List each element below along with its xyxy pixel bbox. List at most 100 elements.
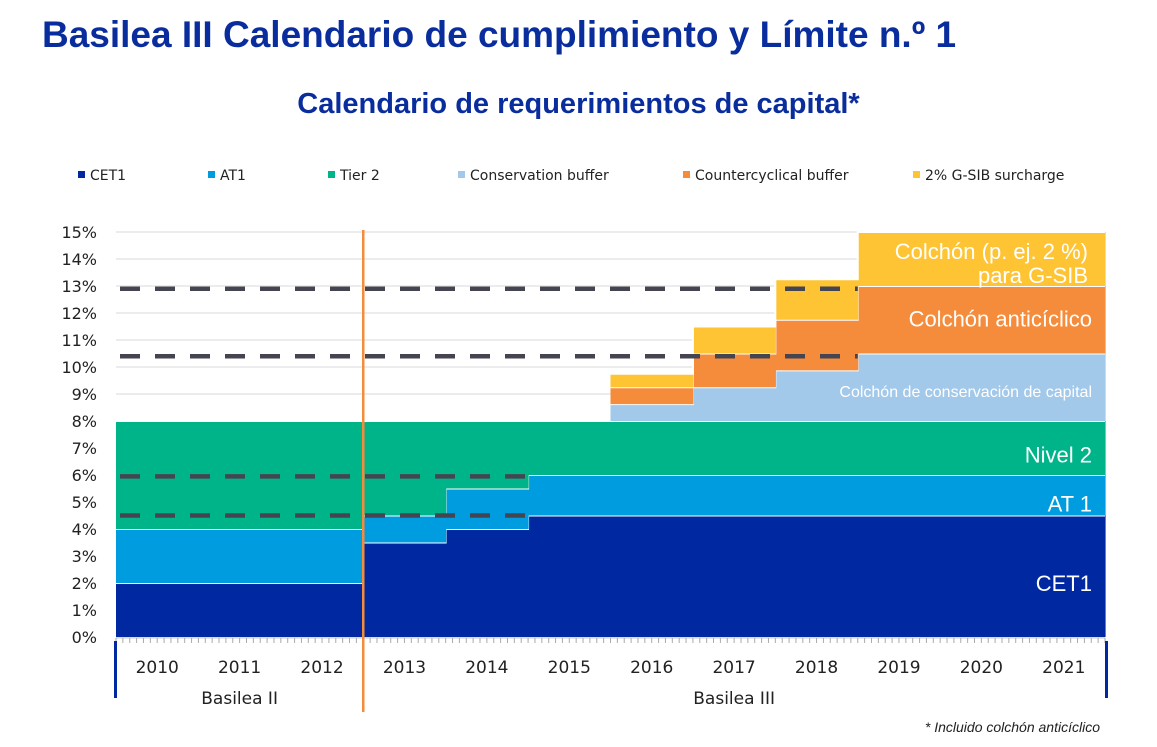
x-tick-label: 2013: [383, 658, 426, 678]
y-tick-label: 8%: [72, 412, 97, 431]
chart-subtitle: Calendario de requerimientos de capital*: [297, 88, 860, 120]
series-label: Nivel 2: [1025, 443, 1092, 468]
series-label: para G-SIB: [978, 263, 1088, 288]
x-tick-label: 2011: [218, 658, 261, 678]
y-tick-label: 3%: [72, 547, 97, 566]
area-segment-countercyclical-buffer: [692, 353, 776, 388]
area-segment-countercyclical-buffer: [1022, 286, 1106, 354]
area-segment-cet1: [198, 583, 282, 637]
area-top-edge: [610, 231, 1105, 375]
legend-label: AT1: [220, 168, 246, 184]
x-tick-label: 2014: [465, 658, 508, 678]
area-segment-at1: [445, 488, 529, 529]
y-tick-label: 10%: [61, 358, 97, 377]
area-segment-2-g-sib-surcharge: [1022, 232, 1106, 286]
x-tick-label: 2010: [136, 658, 179, 678]
area-segment-at1: [198, 529, 282, 583]
area-segment-cet1: [363, 542, 447, 637]
area-segment-at1: [116, 529, 200, 583]
x-tick-label: 2016: [630, 658, 673, 678]
axis-bracket-right: [1105, 641, 1108, 698]
area-segment-at1: [610, 475, 694, 516]
area-segment-conservation-buffer: [1022, 353, 1106, 421]
legend-label: CET1: [90, 168, 126, 184]
area-segment-tier-2: [363, 421, 447, 516]
area-segment-conservation-buffer: [775, 370, 859, 421]
axis-bracket-left: [114, 641, 117, 698]
y-tick-label: 5%: [72, 493, 97, 512]
y-tick-label: 1%: [72, 601, 97, 620]
y-tick-label: 15%: [61, 223, 97, 242]
area-segment-countercyclical-buffer: [775, 319, 859, 371]
period-label: Basilea II: [201, 689, 278, 709]
area-segment-conservation-buffer: [857, 353, 941, 421]
page-title: Basilea III Calendario de cumplimiento y…: [42, 14, 957, 55]
legend-swatch: [458, 171, 465, 178]
x-tick-label: 2015: [548, 658, 591, 678]
area-segment-cet1: [692, 515, 776, 637]
x-tick-label: 2017: [712, 658, 755, 678]
series-label: CET1: [1036, 571, 1092, 596]
area-segment-at1: [363, 515, 447, 543]
period-label: Basilea III: [693, 689, 775, 709]
series-label: AT 1: [1048, 491, 1092, 516]
y-tick-label: 7%: [72, 439, 97, 458]
area-segment-at1: [775, 475, 859, 516]
x-tick-label: 2012: [300, 658, 343, 678]
area-segment-conservation-buffer: [610, 404, 694, 421]
legend-swatch: [208, 171, 215, 178]
y-tick-label: 2%: [72, 574, 97, 593]
legend-label: Countercyclical buffer: [695, 168, 849, 184]
area-segment-tier-2: [610, 421, 694, 475]
area-segment-cet1: [445, 529, 529, 637]
legend-swatch: [683, 171, 690, 178]
area-segment-conservation-buffer: [692, 387, 776, 421]
area-segment-2-g-sib-surcharge: [692, 326, 776, 354]
legend-swatch: [913, 171, 920, 178]
area-segment-cet1: [775, 515, 859, 637]
area-segment-at1: [280, 529, 364, 583]
y-tick-label: 11%: [61, 331, 97, 350]
area-segment-countercyclical-buffer: [940, 286, 1024, 354]
area-segment-cet1: [116, 583, 200, 637]
y-tick-label: 12%: [61, 304, 97, 323]
legend-swatch: [328, 171, 335, 178]
x-tick-label: 2018: [795, 658, 838, 678]
y-tick-label: 14%: [61, 250, 97, 269]
area-segment-tier-2: [775, 421, 859, 475]
legend-label: Conservation buffer: [470, 168, 609, 184]
y-tick-label: 0%: [72, 628, 97, 647]
area-segment-tier-2: [280, 421, 364, 529]
legend-label: Tier 2: [339, 168, 380, 184]
area-segment-countercyclical-buffer: [857, 286, 941, 354]
y-tick-label: 4%: [72, 520, 97, 539]
area-segment-at1: [940, 475, 1024, 516]
series-label: Colchón (p. ej. 2 %): [895, 239, 1088, 264]
y-tick-label: 9%: [72, 385, 97, 404]
legend-swatch: [78, 171, 85, 178]
y-tick-label: 6%: [72, 466, 97, 485]
area-segment-2-g-sib-surcharge: [610, 373, 694, 388]
area-segment-countercyclical-buffer: [610, 387, 694, 405]
footnote: * Incluido colchón anticíclico: [924, 719, 1100, 735]
x-tick-label: 2021: [1042, 658, 1085, 678]
y-tick-label: 13%: [61, 277, 97, 296]
area-segment-conservation-buffer: [940, 353, 1024, 421]
x-tick-label: 2019: [877, 658, 920, 678]
area-segment-2-g-sib-surcharge: [857, 232, 941, 286]
area-segment-cet1: [280, 583, 364, 637]
area-segment-cet1: [610, 515, 694, 637]
area-segment-at1: [692, 475, 776, 516]
area-segment-2-g-sib-surcharge: [775, 279, 859, 320]
area-segment-2-g-sib-surcharge: [940, 232, 1024, 286]
area-segment-cet1: [1022, 515, 1106, 637]
area-segment-tier-2: [528, 421, 612, 475]
area-segment-at1: [528, 475, 612, 516]
area-segment-tier-2: [1022, 421, 1106, 475]
area-segment-cet1: [857, 515, 941, 637]
area-segment-tier-2: [940, 421, 1024, 475]
legend-label: 2% G-SIB surcharge: [925, 168, 1064, 184]
area-segment-cet1: [528, 515, 612, 637]
area-segment-tier-2: [857, 421, 941, 475]
